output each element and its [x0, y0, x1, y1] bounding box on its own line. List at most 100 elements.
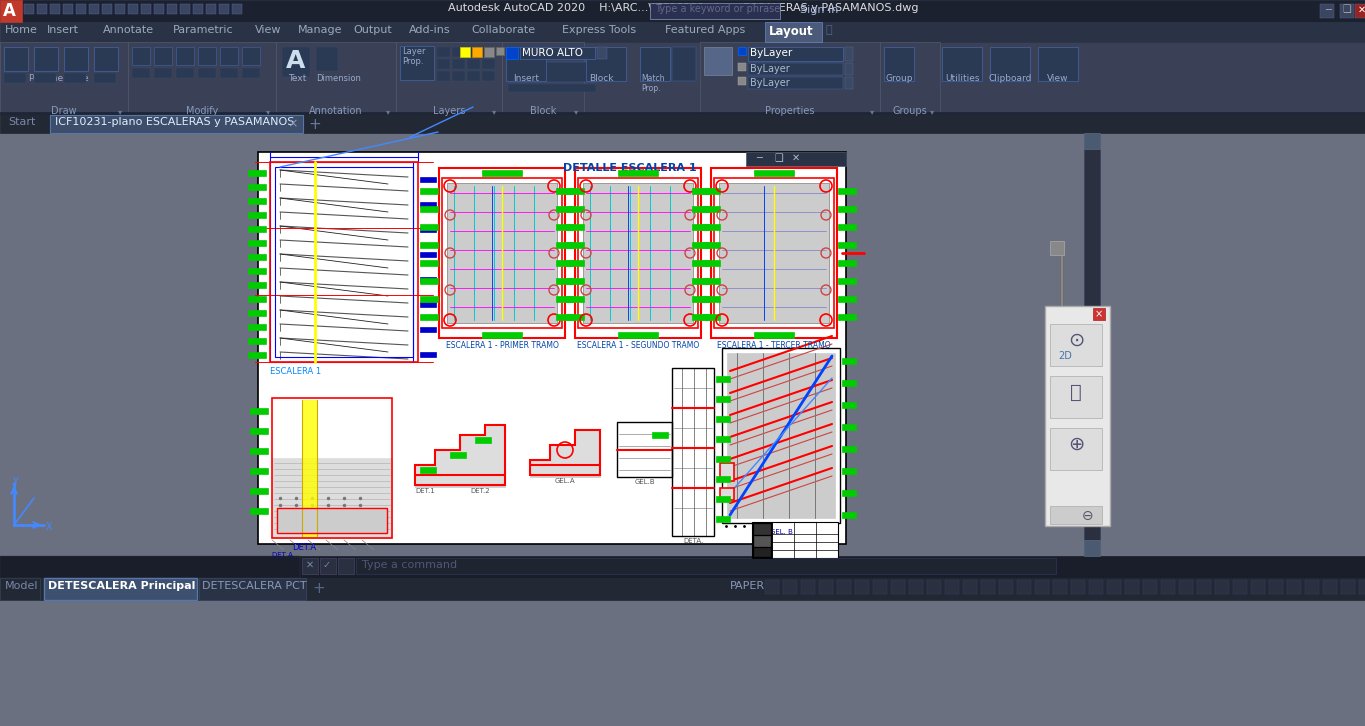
Bar: [566, 296, 584, 302]
Bar: [1323, 580, 1336, 594]
Text: X: X: [46, 522, 53, 532]
Bar: [248, 324, 266, 330]
Bar: [583, 183, 693, 323]
Bar: [198, 578, 306, 600]
Text: ESCALERA 1 - TERCER TRAMO: ESCALERA 1 - TERCER TRAMO: [717, 341, 831, 350]
Bar: [842, 424, 856, 430]
Bar: [728, 353, 835, 518]
Bar: [176, 68, 194, 78]
Bar: [250, 408, 268, 414]
Bar: [452, 71, 465, 81]
Bar: [1050, 428, 1102, 470]
Text: DETESCALERA Principal: DETESCALERA Principal: [48, 581, 195, 591]
Bar: [420, 314, 438, 320]
Bar: [482, 170, 521, 176]
Text: GEL.A: GEL.A: [554, 478, 575, 484]
Bar: [838, 296, 856, 302]
Bar: [482, 332, 521, 338]
Bar: [1233, 580, 1248, 594]
Bar: [450, 452, 465, 458]
Bar: [472, 47, 482, 57]
Bar: [702, 314, 719, 320]
Bar: [1287, 580, 1301, 594]
Bar: [272, 458, 392, 538]
Text: DETALLE ESCALERA 1: DETALLE ESCALERA 1: [564, 163, 696, 173]
Text: Dimension: Dimension: [317, 74, 360, 83]
Text: PAPER: PAPER: [730, 581, 766, 591]
Bar: [4, 73, 26, 83]
Bar: [1084, 133, 1100, 556]
Bar: [420, 278, 438, 284]
Bar: [248, 198, 266, 204]
Bar: [752, 522, 773, 558]
Text: ▾: ▾: [386, 107, 390, 116]
Bar: [652, 432, 667, 438]
Bar: [1050, 241, 1063, 255]
Text: ▾: ▾: [930, 107, 934, 116]
Bar: [242, 47, 259, 65]
Bar: [248, 226, 266, 232]
Text: Express Tools: Express Tools: [561, 25, 636, 35]
Bar: [502, 42, 584, 115]
Bar: [719, 463, 734, 481]
Bar: [420, 242, 438, 248]
Bar: [420, 467, 435, 473]
Bar: [717, 416, 730, 422]
Bar: [1035, 580, 1048, 594]
Text: ESCALERA 1: ESCALERA 1: [270, 367, 321, 376]
Bar: [702, 242, 719, 248]
Polygon shape: [530, 430, 601, 475]
Bar: [250, 448, 268, 454]
Bar: [1179, 580, 1193, 594]
Bar: [317, 47, 339, 71]
Bar: [838, 188, 856, 194]
Text: Parametric: Parametric: [172, 25, 233, 35]
Bar: [220, 47, 238, 65]
Bar: [1269, 580, 1283, 594]
Bar: [1143, 580, 1158, 594]
Text: Type a command: Type a command: [362, 560, 457, 570]
Bar: [838, 242, 856, 248]
Text: Circle: Circle: [63, 74, 89, 83]
Bar: [154, 47, 172, 65]
Bar: [566, 206, 584, 212]
Bar: [0, 133, 1365, 556]
Bar: [556, 188, 575, 194]
Bar: [0, 115, 1365, 133]
Bar: [0, 578, 40, 600]
Bar: [801, 580, 815, 594]
Bar: [1250, 580, 1265, 594]
Bar: [482, 59, 495, 69]
Bar: [566, 188, 584, 194]
Text: ⬜: ⬜: [826, 25, 831, 35]
Bar: [692, 224, 710, 230]
Bar: [1052, 580, 1067, 594]
Bar: [94, 73, 116, 83]
Bar: [748, 47, 844, 61]
Bar: [530, 465, 601, 477]
Bar: [220, 68, 238, 78]
Bar: [440, 168, 565, 338]
Bar: [4, 47, 29, 71]
Bar: [700, 42, 880, 115]
Bar: [1215, 580, 1228, 594]
Bar: [692, 206, 710, 212]
Bar: [0, 42, 128, 115]
Text: Draw: Draw: [52, 106, 76, 116]
Bar: [248, 254, 266, 260]
Bar: [94, 47, 117, 71]
Bar: [556, 206, 575, 212]
Bar: [467, 47, 480, 57]
Bar: [218, 4, 229, 14]
Text: MURO ALTO: MURO ALTO: [521, 48, 583, 58]
Bar: [566, 278, 584, 284]
Bar: [1107, 580, 1121, 594]
Bar: [845, 63, 853, 75]
Bar: [64, 73, 86, 83]
Text: ByLayer: ByLayer: [749, 64, 790, 74]
Bar: [1093, 308, 1106, 320]
Bar: [0, 0, 22, 22]
Text: ▾: ▾: [870, 107, 874, 116]
Bar: [1320, 4, 1334, 18]
Bar: [842, 402, 856, 408]
